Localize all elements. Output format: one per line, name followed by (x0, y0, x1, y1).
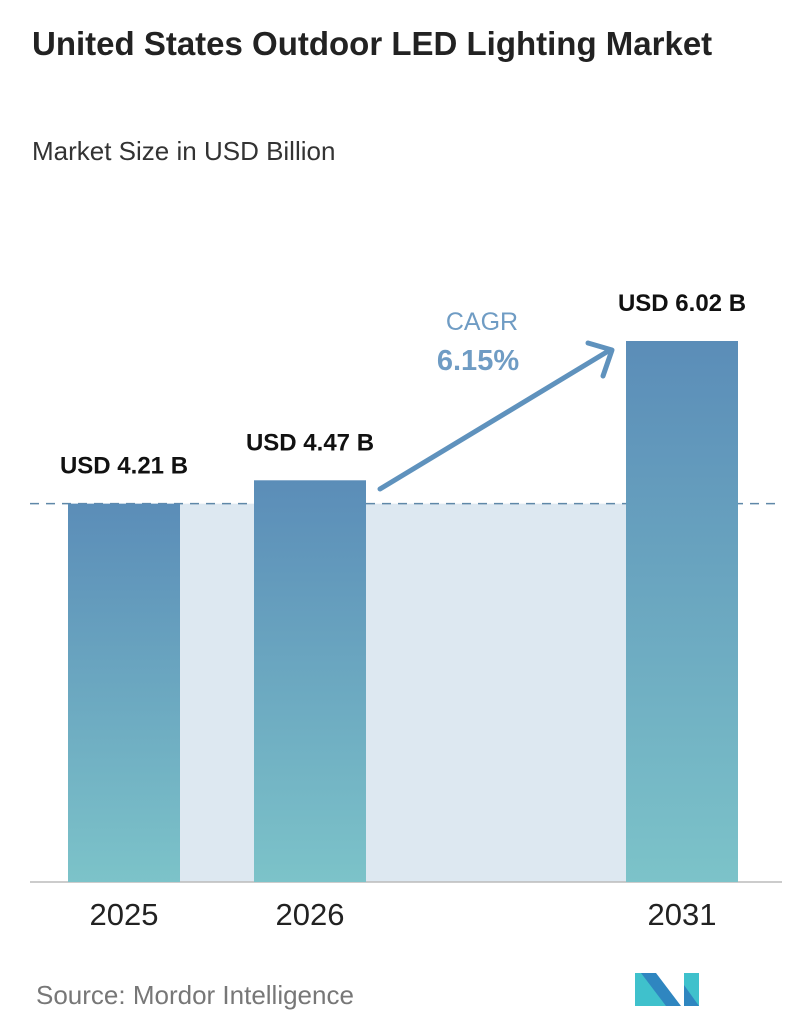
chart-subtitle: Market Size in USD Billion (32, 136, 336, 166)
x-tick-2026: 2026 (276, 897, 345, 932)
data-label-2026: USD 4.47 B (246, 429, 374, 456)
chart-title: United States Outdoor LED Lighting Marke… (32, 25, 713, 62)
bar-2025 (68, 503, 180, 882)
source-text: Source: Mordor Intelligence (36, 980, 354, 1010)
data-label-2025: USD 4.21 B (60, 453, 188, 480)
data-label-2031: USD 6.02 B (618, 290, 746, 317)
x-tick-2025: 2025 (90, 897, 159, 932)
bar-2026 (254, 480, 366, 882)
x-tick-2031: 2031 (648, 897, 717, 932)
cagr-value: 6.15% (437, 345, 519, 377)
cagr-label: CAGR (446, 308, 518, 336)
mordor-logo (635, 973, 699, 1006)
cagr-arrow (377, 340, 615, 492)
bar-2031 (626, 341, 738, 882)
